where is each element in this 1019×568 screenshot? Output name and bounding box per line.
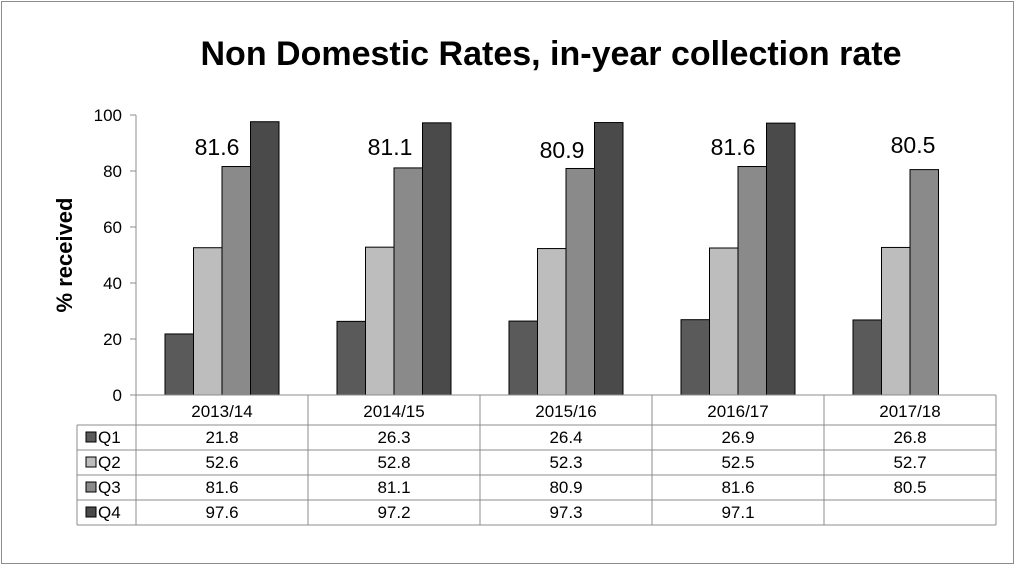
- chart-title: Non Domestic Rates, in-year collection r…: [201, 35, 902, 73]
- legend-swatch-q3: [85, 481, 97, 493]
- y-tick-label-100: 100: [94, 106, 122, 125]
- legend-label-q4: Q4: [98, 503, 121, 522]
- legend-swatch-q2: [85, 456, 97, 468]
- legend-label-q2: Q2: [98, 453, 121, 472]
- category-label-2016-17: 2016/17: [707, 402, 768, 421]
- y-tick-label-80: 80: [103, 162, 122, 181]
- legend-label-q3: Q3: [98, 478, 121, 497]
- bar-q2-2016-17: [709, 247, 739, 396]
- table-value-q4-2015-16: 97.3: [549, 503, 582, 522]
- table-value-q3-2017-18: 80.5: [893, 478, 926, 497]
- bar-q3-2013-14: [221, 166, 251, 396]
- table-value-q1-2013-14: 21.8: [205, 428, 238, 447]
- y-axis-label: % received: [52, 198, 77, 313]
- bar-q4-2015-16: [594, 122, 624, 396]
- bar-q3-2014-15: [393, 167, 423, 396]
- bar-q3-2017-18: [909, 169, 939, 396]
- table-value-q3-2016-17: 81.6: [721, 478, 754, 497]
- bar-q3-2015-16: [565, 167, 595, 396]
- y-axis-ticks: 0 20 40 60 80 100: [94, 106, 137, 405]
- bar-q4-2016-17: [766, 122, 796, 396]
- data-label-2015-16: 80.9: [540, 137, 585, 163]
- category-label-2017-18: 2017/18: [879, 402, 940, 421]
- table-value-q3-2013-14: 81.6: [205, 478, 238, 497]
- data-labels: 81.6 81.1 80.9 81.6 80.5: [195, 132, 936, 163]
- bar-q2-2017-18: [881, 246, 911, 396]
- bar-q2-2014-15: [365, 246, 395, 396]
- data-table: 2013/14 2014/15 2015/16 2016/17 2017/18 Q1 21.…: [76, 394, 997, 526]
- data-label-2013-14: 81.6: [195, 134, 240, 160]
- legend-swatch-q1: [85, 431, 97, 443]
- table-value-q3-2015-16: 80.9: [549, 478, 582, 497]
- table-value-q4-2013-14: 97.6: [205, 503, 238, 522]
- data-label-2014-15: 81.1: [368, 134, 413, 160]
- bar-q3-2016-17: [737, 166, 767, 396]
- category-label-2014-15: 2014/15: [363, 402, 424, 421]
- table-value-q1-2015-16: 26.4: [549, 428, 582, 447]
- bar-q1-2015-16: [508, 320, 538, 396]
- table-value-q1-2016-17: 26.9: [721, 428, 754, 447]
- y-tick-label-60: 60: [103, 218, 122, 237]
- bars: [164, 121, 939, 396]
- bar-q1-2017-18: [852, 319, 882, 396]
- bar-q4-2014-15: [422, 122, 452, 396]
- legend-label-q1: Q1: [98, 428, 121, 447]
- table-value-q2-2017-18: 52.7: [893, 453, 926, 472]
- bar-q1-2016-17: [680, 319, 710, 396]
- table-value-q1-2017-18: 26.8: [893, 428, 926, 447]
- data-label-2017-18: 80.5: [891, 132, 936, 158]
- y-tick-label-0: 0: [113, 386, 122, 405]
- table-value-q2-2016-17: 52.5: [721, 453, 754, 472]
- bar-q4-2013-14: [250, 121, 280, 396]
- data-label-2016-17: 81.6: [711, 134, 756, 160]
- category-label-2015-16: 2015/16: [535, 402, 596, 421]
- y-tick-label-40: 40: [103, 274, 122, 293]
- table-value-q2-2013-14: 52.6: [205, 453, 238, 472]
- bar-q2-2013-14: [193, 247, 223, 396]
- y-tick-label-20: 20: [103, 330, 122, 349]
- table-value-q4-2016-17: 97.1: [721, 503, 754, 522]
- bar-q1-2014-15: [336, 320, 366, 396]
- legend-swatch-q4: [85, 506, 97, 518]
- category-label-2013-14: 2013/14: [191, 402, 252, 421]
- table-value-q3-2014-15: 81.1: [377, 478, 410, 497]
- bar-q1-2013-14: [164, 333, 194, 396]
- table-value-q2-2015-16: 52.3: [549, 453, 582, 472]
- table-value-q2-2014-15: 52.8: [377, 453, 410, 472]
- bar-q2-2015-16: [537, 248, 567, 396]
- table-value-q4-2014-15: 97.2: [377, 503, 410, 522]
- table-value-q1-2014-15: 26.3: [377, 428, 410, 447]
